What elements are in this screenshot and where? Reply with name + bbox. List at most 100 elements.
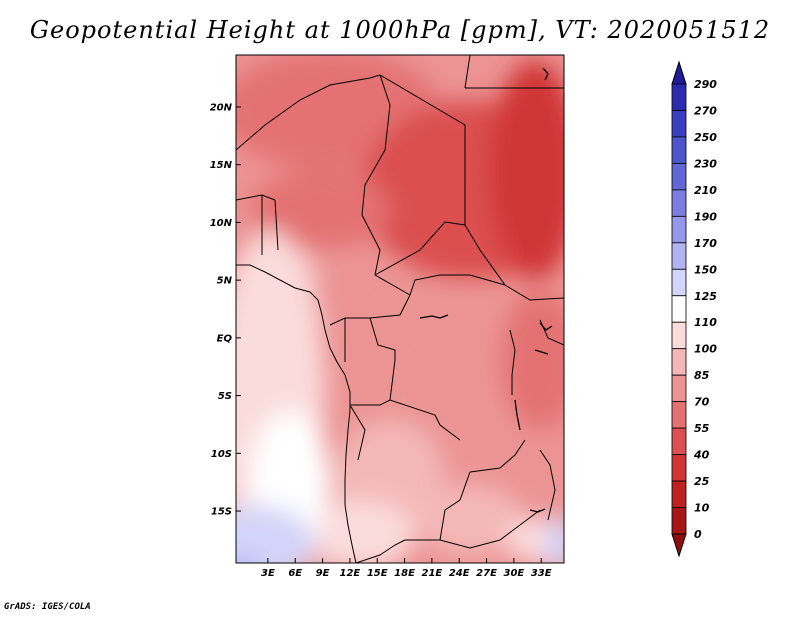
field-cameroon	[295, 255, 405, 325]
colorbar-label: 110	[694, 316, 717, 329]
x-tick-label: 27E	[476, 568, 497, 579]
border-17	[350, 399, 461, 441]
colorbar-label: 150	[694, 263, 717, 276]
field-sw-blue	[236, 505, 315, 563]
field-east-africa	[500, 290, 564, 430]
colorbar-top-arrow	[671, 60, 687, 85]
colorbar-label: 25	[694, 475, 710, 488]
colorbar-label: 85	[694, 369, 710, 382]
x-tick-label: 24E	[449, 568, 470, 579]
colorbar-label: 170	[694, 237, 717, 250]
field-congo-basin	[375, 290, 535, 470]
colorbar-label: 100	[694, 343, 717, 356]
colorbar-segment	[671, 189, 687, 217]
lake-1	[419, 314, 449, 319]
border-6	[379, 74, 466, 225]
x-tick-label: 9E	[316, 568, 330, 579]
y-tick-label: 15S	[211, 507, 232, 518]
field-nigeria-low	[250, 170, 390, 250]
colorbar-label: 125	[694, 290, 717, 303]
x-tick-label: 3E	[261, 568, 275, 579]
colorbar-label: 10	[694, 502, 710, 515]
border-12	[374, 274, 411, 296]
map-frame	[235, 54, 565, 564]
y-tick-label: 5S	[218, 391, 232, 402]
colorbar-label: 250	[694, 131, 717, 144]
y-tick-label: 15N	[210, 160, 233, 171]
border-9	[361, 214, 381, 276]
x-tick-label: 6E	[288, 568, 302, 579]
border-19	[355, 539, 406, 563]
lake-5	[529, 508, 546, 513]
border-5	[361, 74, 391, 216]
border-20	[405, 509, 541, 549]
coastline-west	[236, 264, 357, 563]
colorbar-label: 210	[694, 184, 717, 197]
x-tick-label: 21E	[422, 568, 443, 579]
lake-6	[542, 67, 549, 81]
x-tick-label: 33E	[531, 568, 552, 579]
field-sudan-low	[490, 60, 564, 280]
lake-3	[534, 349, 549, 355]
field-sw-blue-deep	[236, 557, 255, 563]
x-tick-label: 30E	[504, 568, 525, 579]
y-tick-label: 10S	[211, 449, 232, 460]
chart-title: Geopotential Height at 1000hPa [gpm], VT…	[29, 16, 771, 44]
colorbar-bottom-arrow	[671, 533, 687, 558]
height-field-blobs	[236, 55, 564, 563]
colorbar: 2902702502302101901701501251101008570554…	[671, 60, 717, 558]
border-10	[374, 221, 466, 276]
colorbar-label: 190	[694, 210, 717, 223]
credit-label: GrADS: IGES/COLA	[4, 602, 91, 612]
colorbar-label: 0	[694, 528, 702, 541]
y-tick-label: 20N	[210, 102, 233, 113]
x-tick-label: 12E	[340, 568, 361, 579]
x-tick-label: 15E	[367, 568, 388, 579]
border-23	[509, 329, 516, 395]
colorbar-label: 230	[694, 157, 717, 170]
colorbar-segment	[671, 83, 687, 111]
colorbar-segment	[671, 215, 687, 244]
colorbar-segment	[671, 242, 687, 270]
colorbar-segment	[671, 480, 687, 508]
colorbar-segment	[671, 374, 687, 403]
field-se-blue	[545, 515, 564, 563]
border-7	[464, 55, 471, 89]
colorbar-segment	[671, 136, 687, 164]
colorbar-label: 70	[694, 396, 710, 409]
colorbar-segment	[671, 348, 687, 376]
colorbar-segment	[671, 268, 687, 297]
colorbar-label: 290	[694, 78, 717, 91]
border-1	[236, 74, 381, 151]
colorbar-segment	[671, 401, 687, 429]
borders	[236, 55, 564, 563]
map-field	[236, 55, 564, 563]
y-tick-label: 5N	[217, 276, 233, 287]
colorbar-segment	[671, 507, 687, 535]
border-13	[409, 274, 506, 296]
colorbar-segment	[671, 454, 687, 482]
colorbar-label: 270	[694, 104, 717, 117]
field-namibia	[305, 500, 415, 563]
colorbar-segment	[671, 295, 687, 323]
lake-4	[514, 399, 521, 431]
field-zambia	[415, 485, 525, 555]
lake-2	[539, 322, 553, 331]
x-tick-label: 18E	[394, 568, 415, 579]
y-axis: 20N 15N 10N 5N EQ 5S 10S 15S	[210, 102, 241, 518]
colorbar-segment	[671, 321, 687, 350]
border-21	[439, 471, 471, 541]
colorbar-segment	[671, 427, 687, 455]
lakes	[419, 67, 553, 513]
colorbar-segment	[671, 110, 687, 138]
y-tick-label: EQ	[217, 333, 233, 344]
x-axis: 3E 6E 9E 12E 15E 18E 21E 24E 27E 30E 33E	[261, 558, 552, 579]
colorbar-label: 40	[693, 449, 710, 462]
border-16	[369, 317, 396, 401]
border-22	[469, 439, 526, 473]
border-25	[539, 449, 556, 521]
border-4	[274, 199, 279, 251]
y-tick-label: 10N	[210, 218, 233, 229]
border-18	[349, 404, 366, 461]
